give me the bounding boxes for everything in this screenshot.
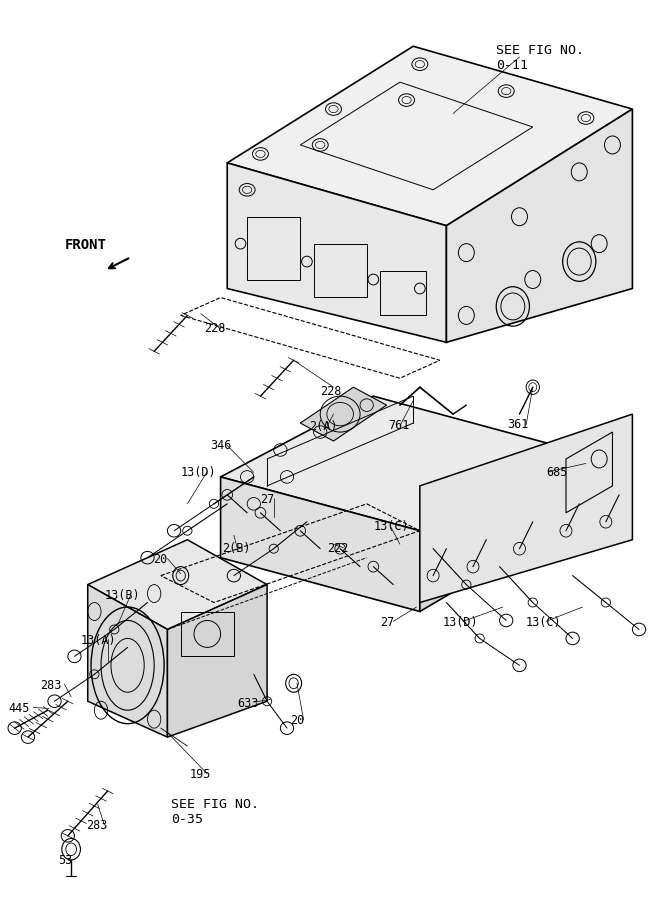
Text: 445: 445 — [8, 702, 29, 715]
Text: FRONT: FRONT — [65, 238, 106, 252]
Text: 228: 228 — [320, 385, 342, 398]
Text: 27: 27 — [380, 616, 394, 629]
Text: 2(B): 2(B) — [222, 542, 250, 555]
Text: SEE FIG NO.: SEE FIG NO. — [496, 44, 584, 58]
Text: 20: 20 — [153, 553, 167, 566]
Bar — [380, 271, 426, 315]
Polygon shape — [221, 396, 573, 531]
Polygon shape — [167, 585, 267, 737]
Polygon shape — [446, 109, 632, 342]
Text: 53: 53 — [58, 854, 72, 868]
Text: 228: 228 — [204, 322, 225, 336]
Polygon shape — [88, 540, 267, 629]
Polygon shape — [227, 163, 446, 342]
Text: 13(D): 13(D) — [443, 616, 479, 629]
Text: 2(A): 2(A) — [309, 420, 338, 433]
Text: 27: 27 — [260, 493, 275, 506]
Bar — [313, 244, 367, 298]
Text: 222: 222 — [327, 542, 348, 555]
Text: 761: 761 — [388, 419, 410, 432]
Text: 0-11: 0-11 — [496, 59, 528, 73]
Bar — [247, 217, 300, 280]
Polygon shape — [227, 46, 632, 226]
Text: 685: 685 — [546, 466, 568, 479]
Polygon shape — [420, 450, 573, 611]
Text: 13(C): 13(C) — [526, 616, 562, 629]
Text: 13(B): 13(B) — [104, 589, 140, 602]
Polygon shape — [221, 477, 420, 611]
Text: 20: 20 — [290, 715, 305, 727]
Text: 13(D): 13(D) — [181, 466, 216, 479]
Text: SEE FIG NO.: SEE FIG NO. — [171, 798, 259, 811]
Polygon shape — [420, 414, 632, 602]
Bar — [181, 611, 234, 656]
Polygon shape — [88, 585, 167, 737]
Text: 195: 195 — [189, 769, 211, 781]
Polygon shape — [300, 387, 387, 441]
Text: 0-35: 0-35 — [171, 814, 203, 826]
Text: 13(C): 13(C) — [374, 520, 409, 533]
Text: 13(A): 13(A) — [81, 634, 117, 647]
Text: 361: 361 — [508, 418, 529, 431]
Text: 283: 283 — [87, 818, 108, 832]
Text: 346: 346 — [211, 439, 232, 452]
Text: 283: 283 — [40, 679, 61, 691]
Text: 633: 633 — [237, 697, 259, 709]
